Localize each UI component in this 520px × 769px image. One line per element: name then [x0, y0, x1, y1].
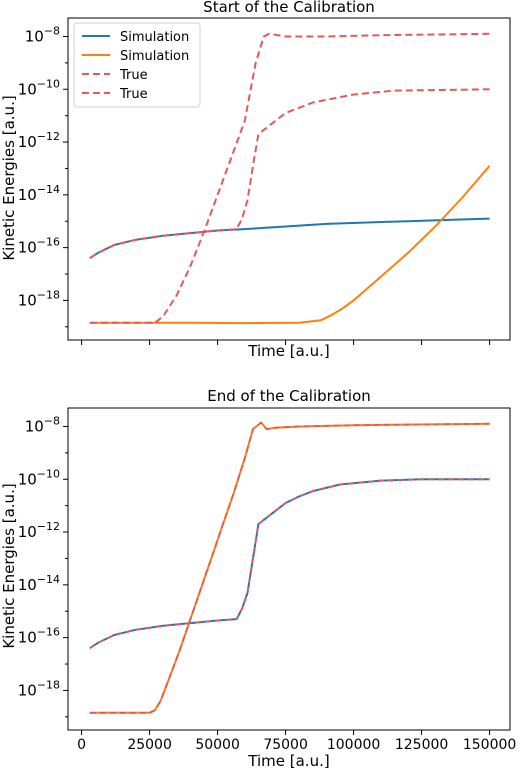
bottom-y-tick-label: 10−10: [18, 467, 60, 488]
bottom-y-tick-label: 10−14: [18, 573, 60, 594]
legend-label: True: [119, 68, 148, 83]
bottom-y-tick-label: 10−16: [18, 626, 60, 647]
top-series-line-3: [89, 32, 490, 324]
bottom-x-axis-label: Time [a.u.]: [247, 752, 329, 769]
bottom-series-line-1: [89, 421, 490, 714]
top-y-tick-label: 10−14: [18, 183, 60, 204]
top-y-axis-label: Kinetic Energies [a.u.]: [0, 95, 18, 260]
legend-label: Simulation: [120, 49, 189, 64]
top-chart-title: Start of the Calibration: [203, 0, 375, 16]
top-y-tick-label: 10−16: [18, 236, 60, 257]
bottom-y-axis-label: Kinetic Energies [a.u.]: [0, 483, 18, 648]
bottom-x-tick-label: 25000: [127, 737, 172, 753]
top-y-tick-label: 10−8: [25, 24, 60, 45]
top-plot-frame: [67, 17, 511, 341]
top-y-tick-label: 10−10: [18, 77, 60, 98]
bottom-x-tick-label: 0: [77, 737, 86, 753]
top-series-line-1: [89, 217, 490, 260]
legend-box: [73, 22, 201, 108]
bottom-series-overlay-2: [89, 478, 490, 649]
bottom-x-tick-label: 150000: [463, 737, 516, 753]
bottom-series-line-2: [89, 478, 490, 650]
top-chart-panel: 10−18 10−16 10−14 10−12 10−10 10−8: [18, 17, 511, 345]
bottom-plot-frame: [67, 407, 511, 731]
legend-label: True: [119, 87, 148, 102]
bottom-chart-title: End of the Calibration: [207, 387, 371, 405]
bottom-y-tick-label: 10−8: [25, 414, 60, 435]
top-chart-legend: Simulation Simulation True True: [73, 22, 201, 108]
top-y-tick-label: 10−18: [18, 288, 60, 309]
legend-label: Simulation: [120, 30, 189, 45]
bottom-y-tick-label: 10−18: [18, 678, 60, 699]
top-series-line-2: [89, 165, 491, 325]
bottom-x-tick-label: 75000: [263, 737, 308, 753]
bottom-y-tick-label: 10−12: [18, 520, 60, 541]
top-y-tick-label: 10−12: [18, 130, 60, 151]
top-x-axis-label: Time [a.u.]: [247, 342, 329, 360]
bottom-x-tick-label: 125000: [395, 737, 448, 753]
bottom-chart-panel: 10−18 10−16 10−14 10−12 10−10 10−8 0 25000 50000…: [18, 407, 516, 753]
bottom-x-tick-label: 100000: [327, 737, 380, 753]
bottom-series-overlay-1: [89, 421, 490, 714]
top-series-line-4: [89, 88, 490, 260]
bottom-x-tick-label: 50000: [195, 737, 240, 753]
